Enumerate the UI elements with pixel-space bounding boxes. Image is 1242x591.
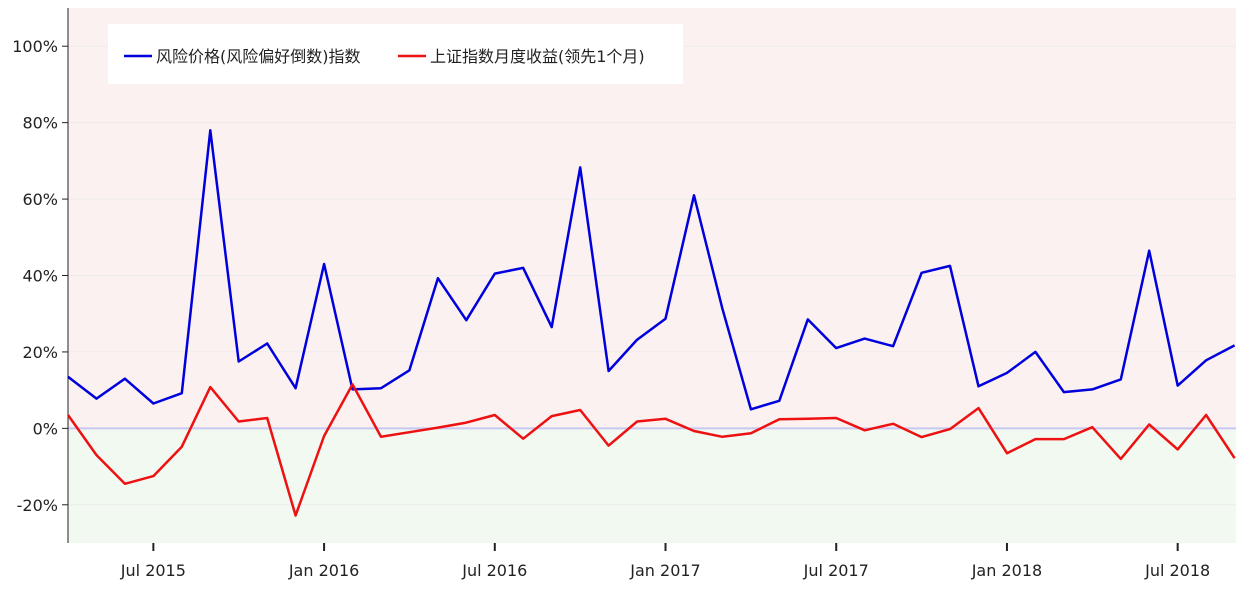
series-line-risk-price [67,129,1236,411]
x-tick-label: Jan 2018 [971,561,1042,580]
x-tick-label: Jul 2018 [1144,561,1210,580]
tick-labels: -20% 0% 20% 40% 60% 80% 100% Jul 2015 Jan 2016 Ju… [12,37,1210,580]
y-tick-label: 80% [22,114,58,133]
series-lines [66,129,1236,517]
negative-region [68,428,1236,543]
x-tick-label: Jul 2016 [461,561,527,580]
x-tick-label: Jul 2017 [803,561,869,580]
series-line-sse-return [66,383,1236,517]
x-tick-label: Jul 2015 [120,561,186,580]
legend-box [108,24,683,84]
legend-label-risk-price: 风险价格(风险偏好倒数)指数 [156,47,361,66]
y-tick-label: 0% [33,419,58,438]
y-tick-label: 100% [12,37,58,56]
x-tick-label: Jan 2016 [288,561,359,580]
legend: 风险价格(风险偏好倒数)指数 上证指数月度收益(领先1个月) [108,24,683,84]
legend-label-sse-return: 上证指数月度收益(领先1个月) [430,47,645,66]
y-tick-label: 40% [22,267,58,286]
y-tick-label: 60% [22,190,58,209]
y-tick-label: 20% [22,343,58,362]
x-tick-label: Jan 2017 [629,561,700,580]
y-tick-label: -20% [17,496,58,515]
